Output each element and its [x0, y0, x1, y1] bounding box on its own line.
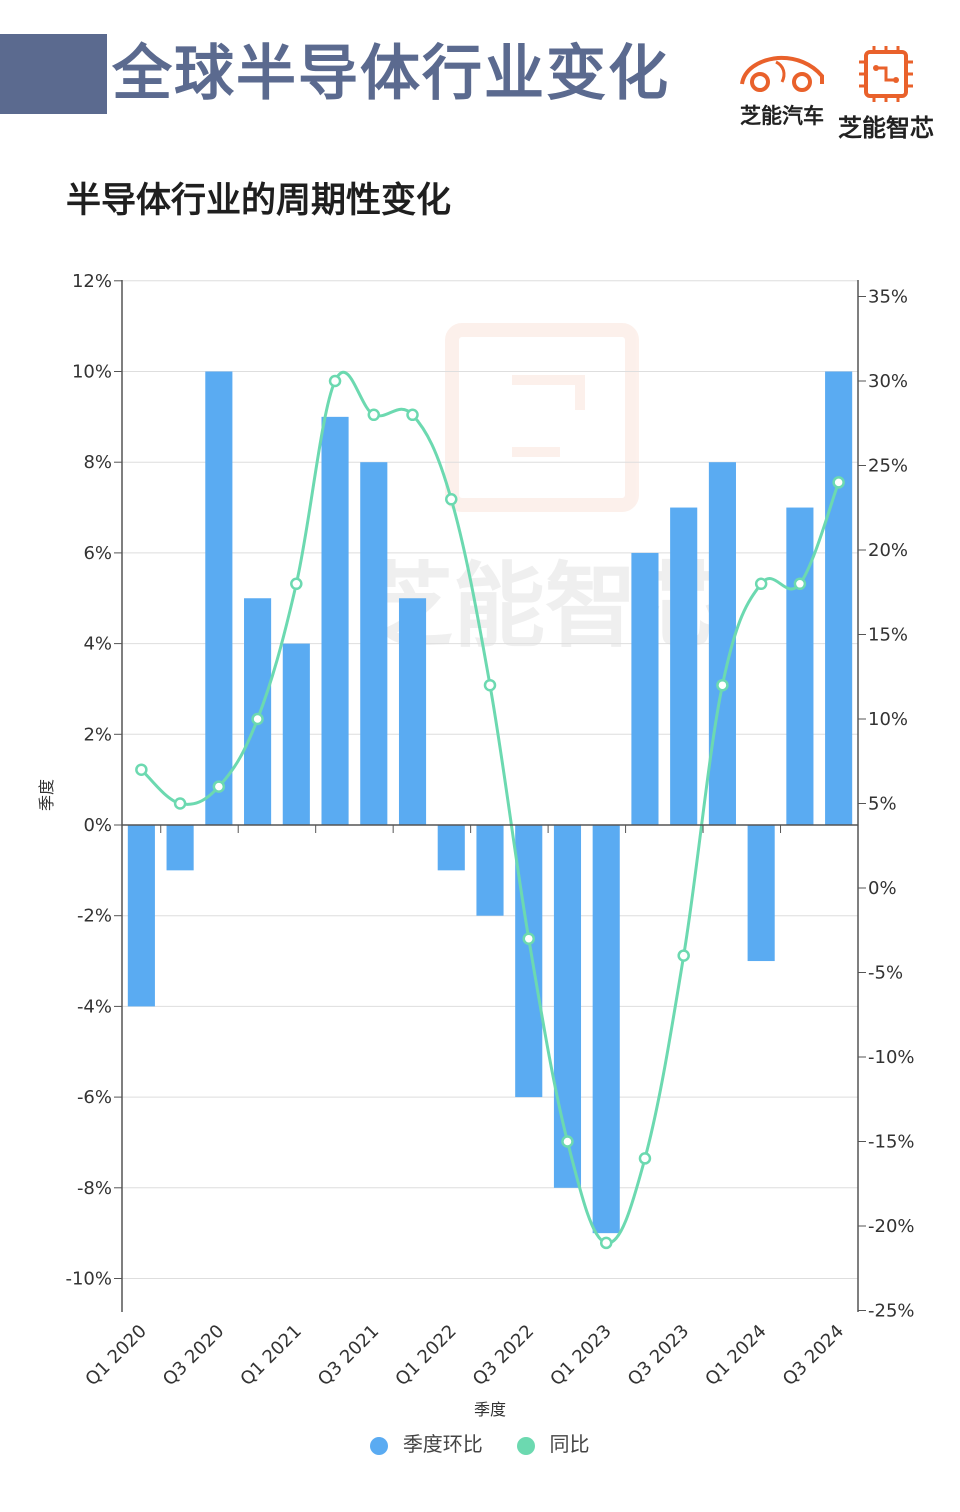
y-tick-label: 12% [72, 271, 112, 292]
line-point [328, 374, 342, 388]
line-point [367, 408, 381, 422]
bar [127, 825, 155, 1007]
x-tick-label: Q1 2021 [236, 1321, 305, 1390]
line-point [638, 1152, 652, 1165]
line-point [832, 476, 845, 489]
bar [282, 643, 310, 825]
y-tick-label: 4% [83, 634, 112, 655]
x-tick-label: Q1 2020 [81, 1321, 150, 1390]
legend-swatch-yoy [517, 1436, 536, 1455]
line-point [135, 763, 148, 776]
legend-label-qoq: 季度环比 [402, 1432, 483, 1456]
y2-tick-label: -5% [868, 963, 903, 984]
y2-tick-label: 10% [868, 709, 908, 730]
brand-car-label: 芝能汽车 [740, 104, 824, 128]
title-accent-block [0, 34, 107, 114]
bar [244, 598, 272, 825]
chip-logo-icon [859, 46, 913, 102]
bar [398, 598, 427, 825]
bar [476, 825, 504, 916]
bar [825, 371, 853, 825]
y2-tick-label: 5% [868, 794, 897, 815]
y-axis-title: 季度 [37, 779, 56, 811]
x-axis-title: 季度 [474, 1400, 506, 1419]
line-point [445, 493, 458, 506]
line-point [754, 577, 768, 591]
y2-tick-label: 25% [868, 456, 908, 477]
chart-title: 半导体行业的周期性变化 [66, 181, 452, 221]
y2-tick-label: 30% [868, 371, 908, 392]
x-tick-label: Q1 2022 [391, 1321, 460, 1390]
series-line-yoy [140, 370, 841, 1245]
y-tick-label: 8% [83, 452, 112, 473]
y-tick-label: -8% [77, 1178, 112, 1199]
bar [553, 825, 582, 1188]
line-point [290, 577, 303, 591]
bar [515, 825, 543, 1098]
y-tick-label: 10% [72, 362, 112, 383]
bar [360, 462, 388, 825]
bar [205, 371, 233, 825]
bar [631, 552, 659, 825]
brand-car: 芝能汽车 [736, 46, 828, 130]
legend-swatch-qoq [370, 1436, 389, 1455]
y2-tick-label: 20% [868, 540, 908, 561]
line-point [561, 1135, 574, 1148]
page-title: 全球半导体行业变化 [112, 39, 670, 109]
bar [786, 507, 814, 825]
line-point [483, 678, 497, 692]
x-tick-label: Q1 2024 [701, 1321, 770, 1390]
brand-chip: 芝能智芯 [834, 46, 938, 143]
line-point [677, 949, 690, 962]
x-tick-label: Q3 2022 [469, 1321, 538, 1390]
line-point [406, 408, 419, 422]
legend-label-yoy: 同比 [549, 1432, 590, 1456]
bar [166, 825, 194, 871]
y2-tick-label: -10% [868, 1047, 915, 1068]
legend-item-qoq[interactable]: 季度环比 [370, 1428, 483, 1457]
bar [437, 825, 465, 871]
line-point [793, 577, 807, 591]
x-tick-label: Q3 2021 [314, 1321, 383, 1390]
y-tick-label: 6% [83, 543, 112, 564]
line-point [212, 780, 226, 793]
x-tick-label: Q1 2023 [546, 1321, 615, 1390]
y-tick-label: -2% [77, 906, 112, 927]
line-point [251, 712, 264, 726]
x-tick-label: Q3 2024 [779, 1321, 848, 1390]
y2-tick-label: -20% [868, 1216, 915, 1237]
watermark-chip-icon [445, 323, 639, 512]
x-tick-label: Q3 2020 [159, 1321, 228, 1390]
y-tick-label: 2% [83, 724, 112, 745]
bar [670, 507, 698, 825]
line-point [522, 932, 535, 945]
car-logo-icon [740, 55, 824, 92]
line-point [173, 797, 187, 810]
x-tick-label: Q3 2023 [624, 1321, 693, 1390]
y-tick-label: -6% [77, 1087, 112, 1108]
bar [592, 825, 620, 1234]
y2-tick-label: 15% [868, 625, 908, 646]
brand-chip-label: 芝能智芯 [838, 114, 934, 142]
bar [321, 416, 349, 825]
chart-legend: 季度环比 同比 [0, 1428, 960, 1457]
y-tick-label: -4% [77, 996, 112, 1017]
y-tick-label: 0% [83, 815, 112, 836]
y-tick-label: -10% [65, 1269, 112, 1290]
y2-tick-label: -25% [868, 1301, 915, 1322]
y2-tick-label: 0% [868, 878, 897, 899]
y2-tick-label: 35% [868, 287, 908, 308]
bar [747, 825, 775, 962]
line-point [599, 1236, 613, 1250]
line-point [716, 678, 729, 692]
legend-item-yoy[interactable]: 同比 [517, 1428, 590, 1457]
y2-tick-label: -15% [868, 1132, 915, 1153]
